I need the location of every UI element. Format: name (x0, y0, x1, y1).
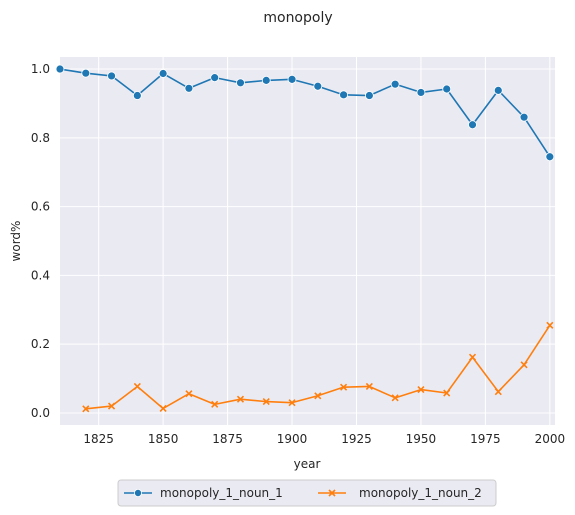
data-point-series-1 (364, 91, 374, 100)
x-axis-label: year (294, 457, 321, 471)
data-point-series-2 (185, 390, 193, 398)
y-axis-ticks: 0.0 0.2 0.4 0.6 0.8 1.0 (31, 62, 50, 420)
data-point-series-2 (236, 395, 245, 403)
data-point-series-2 (133, 382, 141, 391)
data-point-series-1 (261, 75, 271, 85)
data-point-series-1 (287, 74, 297, 84)
y-tick-label: 0.2 (31, 337, 50, 351)
data-point-series-2 (443, 389, 451, 397)
legend-marker-series-2 (328, 489, 336, 497)
data-point-series-1 (442, 84, 452, 94)
x-tick-label: 1975 (470, 432, 501, 446)
legend: monopoly_1_noun_1 monopoly_1_noun_2 (117, 479, 497, 507)
data-point-series-1 (236, 78, 245, 88)
data-point-series-1 (55, 64, 65, 74)
legend-box (117, 479, 497, 507)
y-tick-label: 0.0 (31, 406, 50, 420)
legend-label-series-1: monopoly_1_noun_1 (160, 486, 283, 500)
data-point-series-1 (468, 120, 477, 130)
y-tick-label: 1.0 (31, 62, 50, 76)
data-point-series-2 (468, 353, 477, 361)
series (55, 64, 555, 413)
data-point-series-1 (158, 69, 168, 78)
x-tick-label: 1900 (277, 432, 308, 446)
data-point-series-2 (520, 361, 528, 369)
x-tick-label: 1875 (212, 432, 243, 446)
x-axis-ticks: 1825 1850 1875 1900 1925 1950 1975 2000 (83, 432, 565, 446)
data-point-series-1 (493, 85, 503, 95)
data-point-series-2 (211, 400, 219, 408)
y-tick-label: 0.8 (31, 131, 50, 145)
data-point-series-1 (132, 91, 142, 100)
data-point-series-2 (82, 405, 90, 413)
data-point-series-1 (416, 88, 426, 97)
data-point-series-2 (340, 383, 348, 391)
data-point-series-2 (391, 394, 399, 402)
data-point-series-2 (262, 398, 270, 406)
data-point-series-2 (288, 399, 296, 407)
x-tick-label: 1850 (148, 432, 179, 446)
data-point-series-1 (390, 79, 400, 89)
x-tick-label: 1825 (83, 432, 114, 446)
data-point-series-2 (365, 382, 373, 391)
x-tick-label: 1925 (341, 432, 372, 446)
data-point-series-1 (519, 112, 529, 122)
y-tick-label: 0.4 (31, 268, 50, 282)
y-axis-label: word% (9, 221, 23, 262)
data-point-series-1 (210, 73, 220, 83)
series-line-1 (59, 68, 551, 158)
y-tick-label: 0.6 (31, 200, 50, 214)
grid (60, 57, 555, 425)
data-point-series-1 (339, 90, 348, 100)
data-point-series-2 (417, 386, 425, 394)
plot-area (60, 57, 555, 425)
data-point-series-1 (81, 68, 91, 78)
x-tick-label: 1950 (406, 432, 437, 446)
data-point-series-1 (545, 152, 555, 162)
data-point-series-2 (494, 388, 502, 396)
data-point-series-1 (313, 81, 323, 91)
chart-title: monopoly (263, 10, 332, 26)
data-point-series-2 (159, 404, 167, 413)
x-tick-label: 2000 (535, 432, 566, 446)
data-point-series-2 (107, 402, 116, 410)
data-point-series-2 (314, 392, 322, 400)
legend-marker-series-1 (133, 488, 142, 497)
data-point-series-1 (184, 83, 194, 93)
legend-label-series-2: monopoly_1_noun_2 (359, 486, 482, 500)
data-point-series-2 (546, 321, 554, 329)
data-point-series-1 (107, 71, 116, 81)
